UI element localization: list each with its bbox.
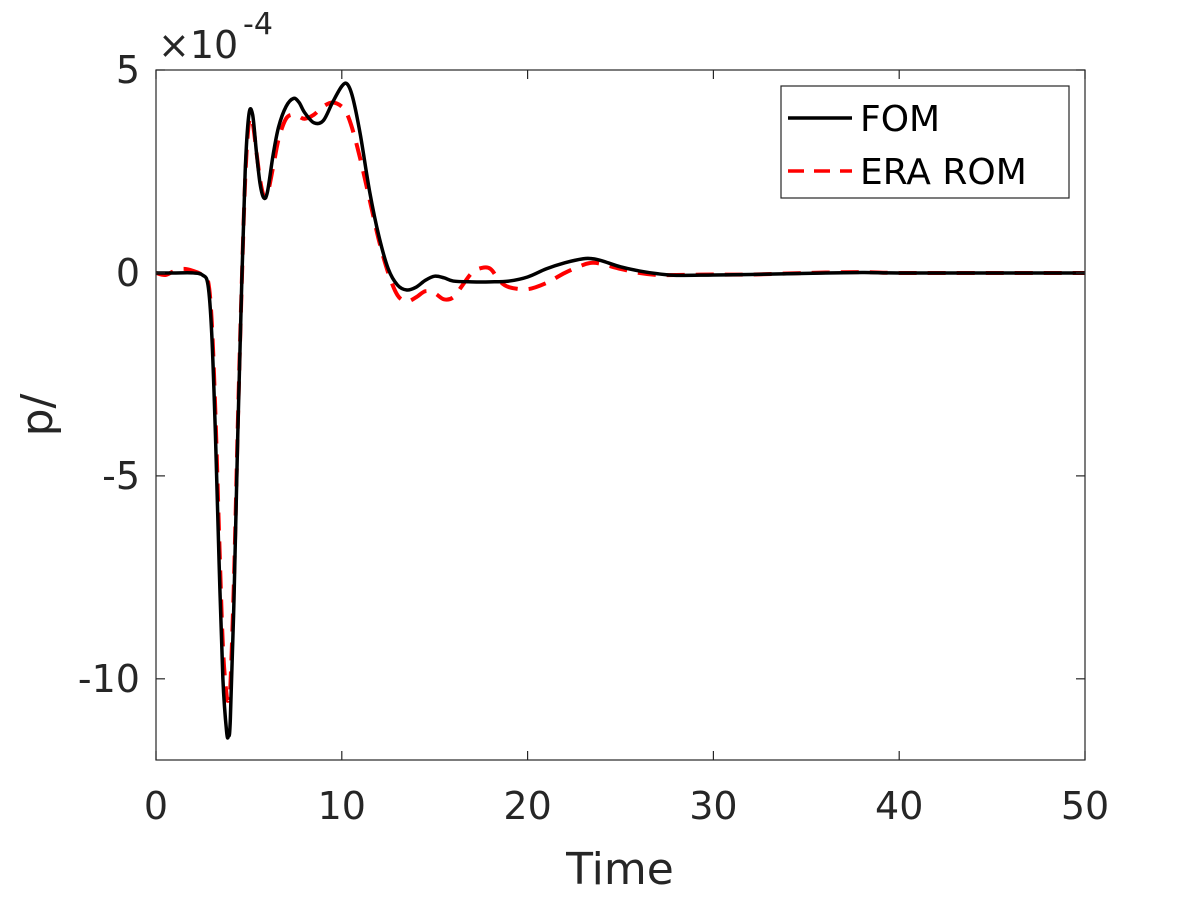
ticks bbox=[155, 69, 1086, 760]
x-tick-label: 30 bbox=[689, 784, 737, 828]
y-tick-label: -5 bbox=[102, 454, 140, 498]
series-line-era-rom bbox=[155, 100, 1085, 703]
legend-label-era-rom: ERA ROM bbox=[860, 152, 1027, 193]
x-axis-title: Time bbox=[565, 844, 674, 895]
legend-box bbox=[780, 85, 1070, 199]
x-tick-label: 20 bbox=[503, 784, 551, 828]
y-tick-label: 5 bbox=[116, 48, 140, 92]
exponent-label: ×10 -4 bbox=[158, 7, 273, 67]
exponent-base: ×10 bbox=[158, 23, 238, 67]
x-tick-label: 10 bbox=[318, 784, 366, 828]
exponent-power: -4 bbox=[243, 7, 273, 42]
y-tick-label: -10 bbox=[78, 657, 140, 701]
y-axis-title: p/ bbox=[12, 393, 63, 436]
y-tick-label: 0 bbox=[116, 251, 140, 295]
x-tick-label: 0 bbox=[144, 784, 168, 828]
x-tick-label: 50 bbox=[1061, 784, 1109, 828]
plot-lines bbox=[155, 81, 1085, 740]
legend: FOM ERA ROM bbox=[780, 85, 1070, 199]
legend-label-fom: FOM bbox=[860, 99, 940, 140]
axes-box bbox=[155, 69, 1086, 761]
x-tick-label: 40 bbox=[875, 784, 923, 828]
series-line-fom bbox=[156, 81, 1085, 740]
